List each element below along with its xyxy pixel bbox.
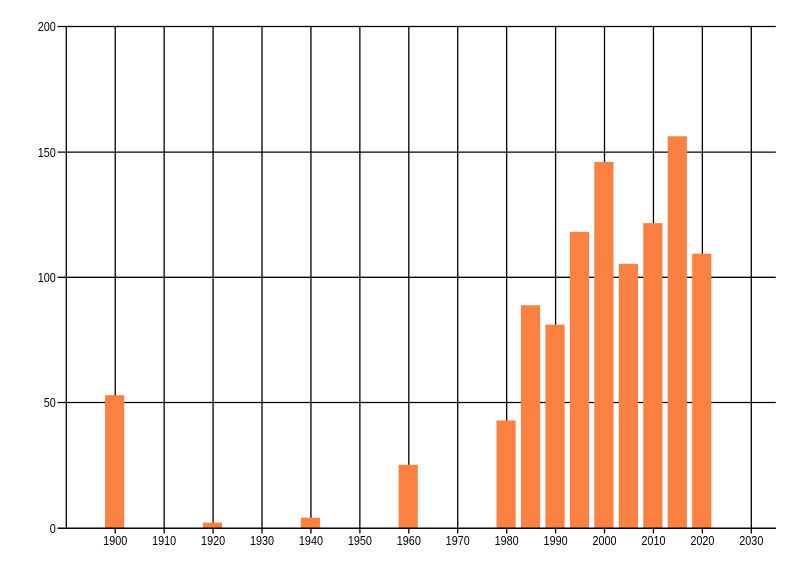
svg-text:1900: 1900 — [103, 533, 127, 548]
svg-text:1960: 1960 — [397, 533, 421, 548]
svg-text:1970: 1970 — [446, 533, 470, 548]
svg-text:1980: 1980 — [495, 533, 519, 548]
svg-text:1930: 1930 — [250, 533, 274, 548]
svg-text:100: 100 — [38, 270, 56, 285]
svg-text:2030: 2030 — [739, 533, 763, 548]
svg-text:1910: 1910 — [152, 533, 176, 548]
svg-text:1990: 1990 — [544, 533, 568, 548]
svg-text:1940: 1940 — [299, 533, 323, 548]
svg-text:1950: 1950 — [348, 533, 372, 548]
svg-text:200: 200 — [38, 19, 56, 34]
svg-text:0: 0 — [50, 521, 56, 536]
svg-text:2000: 2000 — [592, 533, 616, 548]
svg-text:1920: 1920 — [201, 533, 225, 548]
svg-text:2020: 2020 — [690, 533, 714, 548]
svg-text:150: 150 — [38, 145, 56, 160]
svg-text:2010: 2010 — [641, 533, 665, 548]
svg-text:50: 50 — [44, 395, 56, 410]
